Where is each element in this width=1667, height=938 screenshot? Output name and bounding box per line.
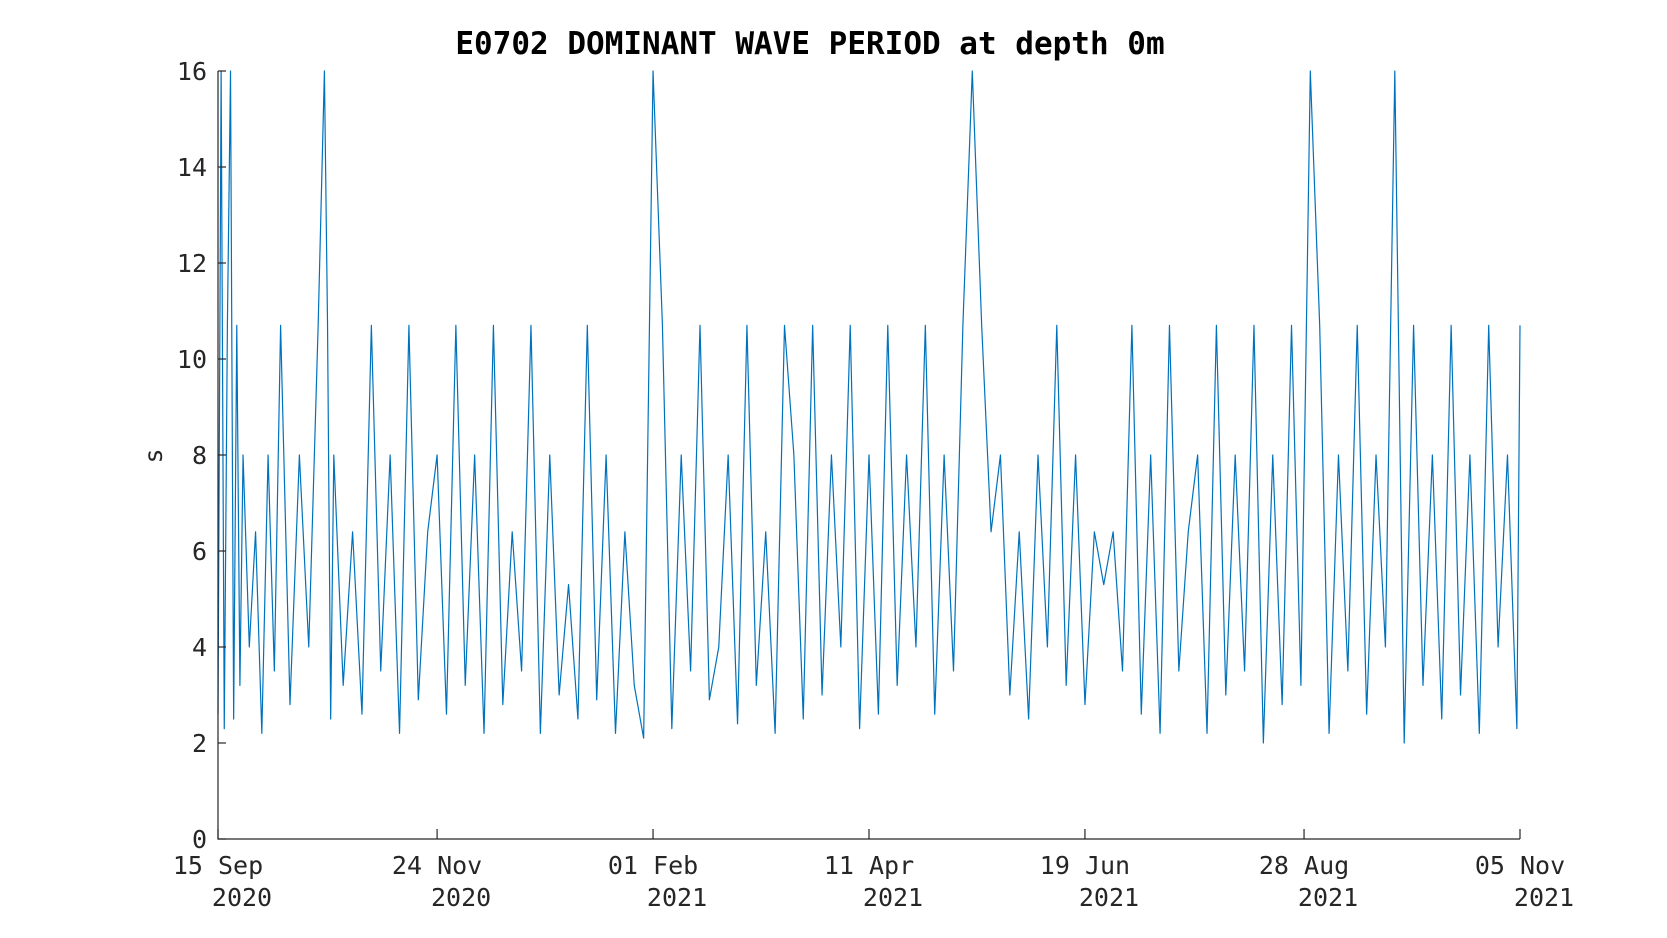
y-axis-ticks: 0 2 4 6 8 10 12 14 16 xyxy=(177,57,226,854)
y-tick-label: 4 xyxy=(192,633,207,662)
x-tick-year-label: 2020 xyxy=(431,883,491,912)
plot-area xyxy=(217,70,1521,744)
y-tick-label: 6 xyxy=(192,537,207,566)
x-tick-label: 28 Aug xyxy=(1259,851,1349,880)
x-tick-label: 11 Apr xyxy=(824,851,914,880)
y-tick-label: 8 xyxy=(192,441,207,470)
series-line xyxy=(217,70,1521,744)
x-tick-label: 19 Jun xyxy=(1040,851,1130,880)
y-tick-label: 10 xyxy=(177,345,207,374)
x-tick-label: 05 Nov xyxy=(1475,851,1565,880)
x-tick-year-label: 2021 xyxy=(1079,883,1139,912)
chart-title: E0702 DOMINANT WAVE PERIOD at depth 0m xyxy=(455,26,1164,62)
x-tick-year-label: 2021 xyxy=(863,883,923,912)
x-tick-year-label: 2021 xyxy=(1298,883,1358,912)
y-tick-label: 2 xyxy=(192,729,207,758)
x-tick-year-label: 2021 xyxy=(647,883,707,912)
x-tick-label: 15 Sep xyxy=(173,851,263,880)
x-tick-year-label: 2020 xyxy=(212,883,272,912)
x-tick-label: 24 Nov xyxy=(392,851,482,880)
x-axis-ticks: 15 Sep 2020 24 Nov 2020 01 Feb 2021 11 Apr 2021… xyxy=(173,829,1574,912)
y-tick-label: 0 xyxy=(192,825,207,854)
y-axis-label: s xyxy=(139,448,168,463)
y-tick-label: 12 xyxy=(177,249,207,278)
x-tick-label: 01 Feb xyxy=(608,851,698,880)
y-tick-label: 14 xyxy=(177,153,207,182)
x-tick-year-label: 2021 xyxy=(1514,883,1574,912)
y-tick-label: 16 xyxy=(177,57,207,86)
